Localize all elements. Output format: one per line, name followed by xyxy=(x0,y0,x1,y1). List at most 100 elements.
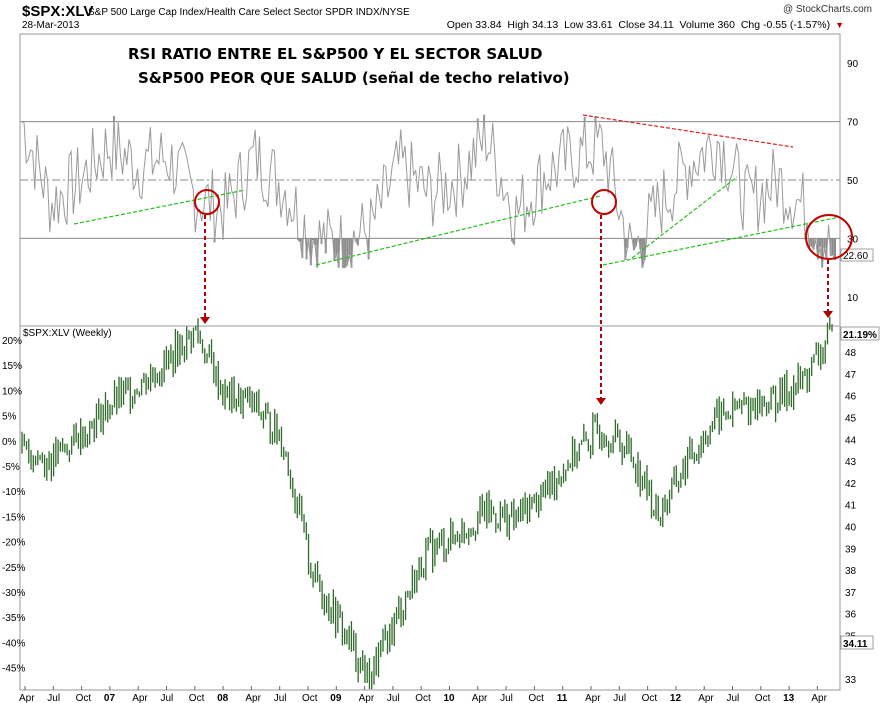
rsi-series-line xyxy=(21,114,836,269)
low-label: Low xyxy=(564,19,584,31)
x-tick-label: Oct xyxy=(642,693,658,703)
x-tick-label: Apr xyxy=(472,693,488,703)
pct-tick-label: -45% xyxy=(2,664,25,675)
close-last-value-badge: 34.11 xyxy=(840,635,874,650)
close-last-value: 34.11 xyxy=(843,639,868,650)
pct-tick-label: -30% xyxy=(2,588,25,599)
x-tick-label: Oct xyxy=(528,693,544,703)
support-trendline xyxy=(631,176,738,259)
signal-circle xyxy=(194,189,220,215)
x-tick-label: Jul xyxy=(500,693,513,703)
price-tick-label: 36 xyxy=(845,610,857,621)
price-left-axis: 20% 15% 10% 5% 0% -5% -10% -15% -20% -25% -30% -35%… xyxy=(2,336,25,675)
rsi-extreme-fill xyxy=(112,114,836,268)
support-trendline xyxy=(602,216,841,266)
open-value: 33.84 xyxy=(475,19,502,31)
x-tick-label: 13 xyxy=(783,693,795,703)
x-tick-label: Apr xyxy=(245,693,261,703)
price-tick-label: 40 xyxy=(845,523,857,534)
signal-markers xyxy=(194,189,853,405)
x-tick-label: Jul xyxy=(387,693,400,703)
volume-label: Volume xyxy=(679,19,715,31)
chg-value: -0.55 (-1.57%) xyxy=(763,19,831,31)
x-tick-label: Apr xyxy=(698,693,714,703)
arrow-down-icon xyxy=(823,311,833,318)
price-tick-label: 47 xyxy=(845,370,857,381)
support-trendline xyxy=(73,189,246,225)
pct-last-value: 21.19% xyxy=(843,330,877,341)
x-axis: Apr Jul Oct 07 Apr Jul Oct 08 Apr Jul Oct 09 Apr Jul O… xyxy=(19,686,828,703)
down-triangle-icon: ▼ xyxy=(835,20,844,30)
price-right-axis: 484746454443424140393837363533 xyxy=(845,348,857,686)
x-tick-label: Oct xyxy=(189,693,205,703)
chg-label: Chg xyxy=(740,19,761,31)
close-label: Close xyxy=(618,19,646,31)
high-value: 34.13 xyxy=(531,19,559,31)
symbol: $SPX:XLV xyxy=(22,3,94,20)
price-tick-label: 44 xyxy=(845,435,857,446)
low-value: 33.61 xyxy=(586,19,613,31)
signal-circle xyxy=(591,189,617,215)
price-tick-label: 43 xyxy=(845,457,857,468)
chart-date: 28-Mar-2013 xyxy=(22,20,80,31)
annotation-line-1: RSI RATIO ENTRE EL S&P500 Y EL SECTOR SA… xyxy=(128,45,543,63)
price-tick-label: 42 xyxy=(845,479,857,490)
rsi-tick-label: 70 xyxy=(847,118,859,129)
volume-value: 360 xyxy=(717,19,735,31)
x-tick-label: Jul xyxy=(161,693,174,703)
price-tick-label: 33 xyxy=(845,675,857,686)
price-panel-frame xyxy=(19,325,841,691)
pct-tick-label: -25% xyxy=(2,563,25,574)
close-value: 34.11 xyxy=(648,19,674,31)
pct-tick-label: -5% xyxy=(2,462,20,473)
rsi-last-value: 22.60 xyxy=(843,251,868,262)
ohlc-readout: Open 33.84 High 34.13 Low 33.61 Close 34… xyxy=(447,19,844,31)
pct-tick-label: -35% xyxy=(2,613,25,624)
x-tick-label: Jul xyxy=(47,693,60,703)
pct-tick-label: -40% xyxy=(2,638,25,649)
rsi-tick-label: 10 xyxy=(847,293,859,304)
x-tick-label: 08 xyxy=(217,693,229,703)
price-tick-label: 46 xyxy=(845,392,857,403)
pct-tick-label: 0% xyxy=(2,437,17,448)
rsi-level-lines xyxy=(20,121,840,239)
high-label: High xyxy=(507,19,530,31)
rsi-tick-label: 50 xyxy=(847,176,859,187)
symbol-description: S&P 500 Large Cap Index/Health Care Sele… xyxy=(88,7,410,18)
x-tick-label: Jul xyxy=(727,693,740,703)
x-tick-label: Oct xyxy=(302,693,318,703)
chart-header: $SPX:XLV S&P 500 Large Cap Index/Health … xyxy=(0,0,880,32)
x-tick-label: Apr xyxy=(585,693,601,703)
pct-tick-label: -15% xyxy=(2,512,25,523)
x-tick-label: Oct xyxy=(755,693,771,703)
x-tick-label: Oct xyxy=(415,693,431,703)
brand-logo: @ StockCharts.com xyxy=(782,4,872,15)
annotation-line-2: S&P500 PEOR QUE SALUD (señal de techo re… xyxy=(138,69,570,87)
pct-tick-label: 10% xyxy=(2,386,22,397)
price-tick-label: 48 xyxy=(845,348,857,359)
x-tick-label: Oct xyxy=(76,693,92,703)
x-tick-label: Jul xyxy=(274,693,287,703)
price-tick-label: 41 xyxy=(845,501,857,512)
price-tick-label: 39 xyxy=(845,544,857,555)
pct-tick-label: -10% xyxy=(2,487,25,498)
arrow-down-icon xyxy=(200,317,210,324)
price-tick-label: 37 xyxy=(845,588,857,599)
x-tick-label: Apr xyxy=(132,693,148,703)
open-label: Open xyxy=(446,19,473,31)
x-tick-label: 07 xyxy=(104,693,116,703)
pct-tick-label: 15% xyxy=(2,361,22,372)
x-tick-label: 10 xyxy=(444,693,456,703)
x-tick-label: Apr xyxy=(811,693,827,703)
x-tick-label: 11 xyxy=(557,693,568,703)
x-tick-label: Apr xyxy=(359,693,375,703)
x-tick-label: Apr xyxy=(19,693,35,703)
price-panel-label: $SPX:XLV (Weekly) xyxy=(23,328,112,339)
resistance-trendline xyxy=(582,114,794,148)
arrow-down-icon xyxy=(596,398,606,405)
pct-tick-label: 5% xyxy=(2,412,17,423)
price-tick-label: 38 xyxy=(845,566,857,577)
signal-circle xyxy=(805,214,853,260)
